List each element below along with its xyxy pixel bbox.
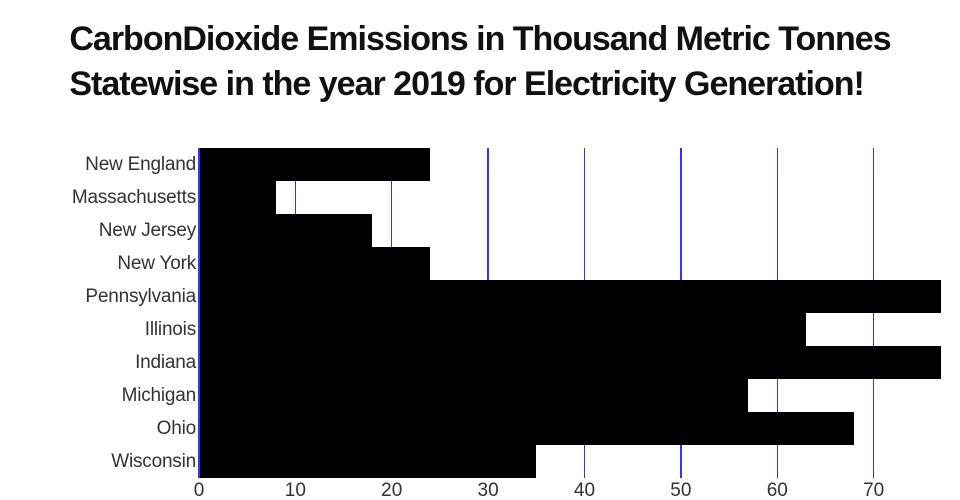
chart-title: CarbonDioxide Emissions in Thousand Metr… (69, 17, 891, 107)
bar-new-england[interactable] (199, 148, 431, 181)
bar-pennsylvania[interactable] (199, 280, 942, 313)
bar-ohio[interactable] (199, 412, 855, 445)
gridline-x-0 (198, 148, 200, 478)
bar-illinois[interactable] (199, 313, 807, 346)
bar-massachusetts[interactable] (199, 181, 277, 214)
bar-indiana[interactable] (199, 346, 942, 379)
y-tick-label-michigan: Michigan (121, 385, 197, 406)
chart-title-wrap: CarbonDioxide Emissions in Thousand Metr… (0, 17, 960, 107)
y-tick-label-wisconsin: Wisconsin (111, 451, 196, 472)
y-tick-label-indiana: Indiana (135, 352, 196, 373)
x-tick-label-20: 20 (381, 480, 403, 500)
x-tick-label-30: 30 (477, 480, 499, 500)
x-tick-label-60: 60 (766, 480, 788, 500)
y-tick-label-massachusetts: Massachusetts (71, 187, 196, 208)
gridline-x-70 (872, 148, 875, 478)
bar-new-jersey[interactable] (199, 214, 373, 247)
x-tick-label-10: 10 (284, 480, 306, 500)
x-tick-label-0: 0 (193, 480, 205, 500)
x-tick-label-40: 40 (573, 480, 596, 500)
bar-new-york[interactable] (199, 247, 431, 280)
bar-michigan[interactable] (199, 379, 749, 412)
y-tick-label-illinois: Illinois (144, 319, 196, 340)
y-tick-label-new-jersey: New Jersey (98, 220, 196, 241)
y-tick-label-new-york: New York (117, 253, 196, 274)
y-tick-label-ohio: Ohio (156, 418, 197, 439)
x-tick-label-70: 70 (863, 480, 885, 500)
chart-title-line-1: CarbonDioxide Emissions in Thousand Metr… (69, 20, 891, 58)
bar-wisconsin[interactable] (199, 445, 537, 478)
y-tick-label-new-england: New England (85, 154, 196, 175)
chart-title-line-2: Statewise in the year 2019 for Electrici… (69, 65, 864, 103)
x-tick-label-50: 50 (670, 480, 692, 500)
y-tick-label-pennsylvania: Pennsylvania (85, 286, 196, 307)
plot-area[interactable] (198, 148, 944, 478)
